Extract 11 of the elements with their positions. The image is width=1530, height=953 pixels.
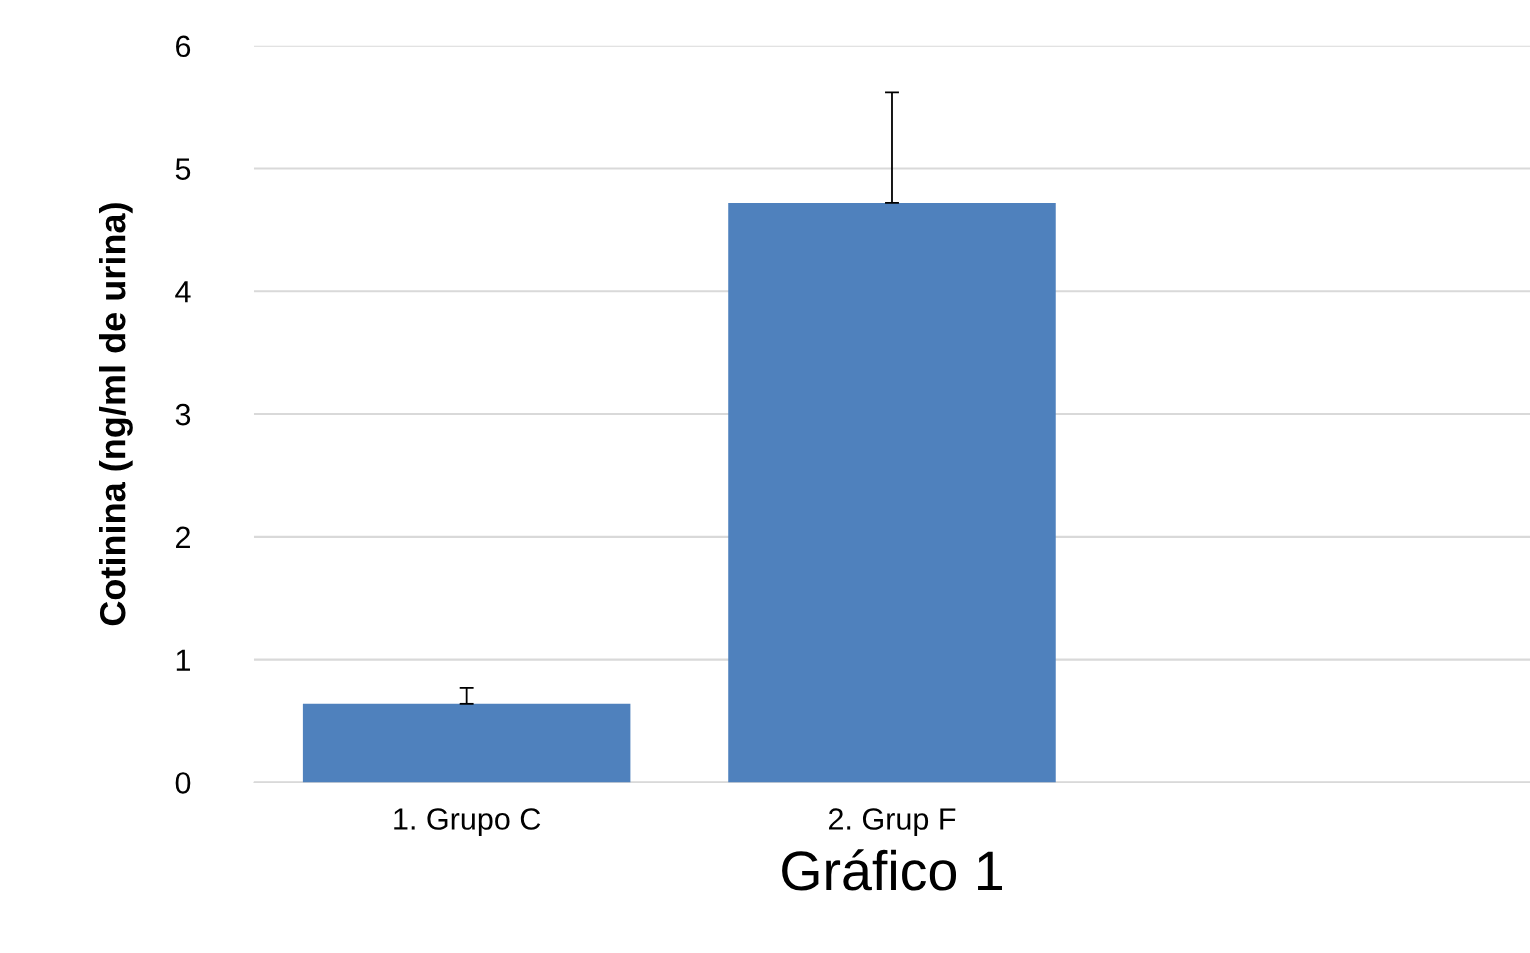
y-tick-label: 1	[176, 649, 190, 671]
y-tick-label: 2	[176, 526, 190, 548]
x-tick-label: 1. Grupo C	[394, 808, 541, 836]
x-tick-label: 2. Grup F	[829, 808, 956, 836]
y-tick-label: 3	[175, 403, 191, 426]
y-tick-label: 5	[175, 158, 191, 180]
y-axis-title: Cotinina (ng/ml de urina)	[99, 203, 133, 626]
y-tick-label: 4	[175, 281, 191, 303]
x-axis-title: Gráfico 1	[782, 849, 1002, 891]
y-tick-label: 0	[175, 772, 191, 794]
y-tick-label: 6	[176, 35, 191, 58]
